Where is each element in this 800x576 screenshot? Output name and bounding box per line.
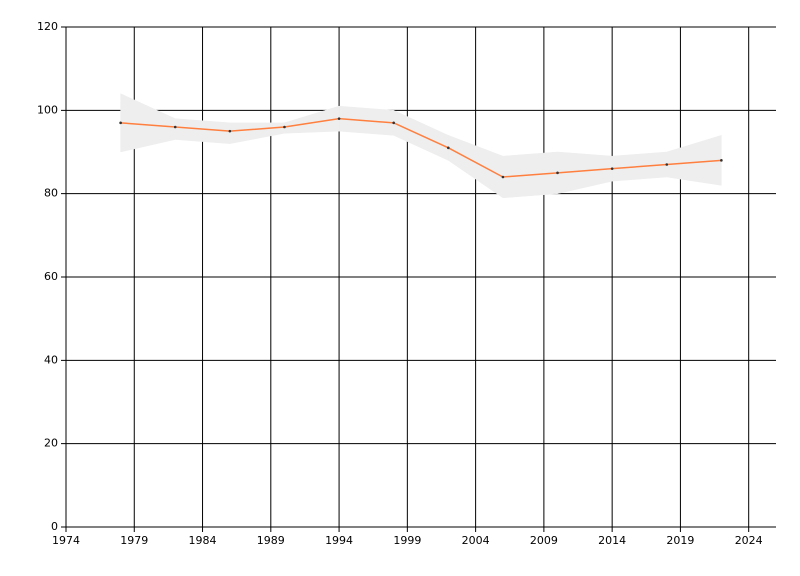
- x-tick-label: 1979: [120, 534, 148, 547]
- y-tick-label: 0: [51, 520, 58, 533]
- point: [720, 159, 723, 162]
- point: [283, 125, 286, 129]
- point: [556, 171, 559, 175]
- y-tick-label: 20: [44, 437, 58, 450]
- point: [610, 167, 614, 170]
- y-tick-label: 80: [44, 187, 58, 200]
- x-tick-label: 1984: [189, 534, 217, 547]
- x-tick-label: 2014: [598, 534, 626, 547]
- x-tick-label: 1994: [325, 534, 353, 547]
- x-tick-label: 2019: [666, 534, 694, 547]
- x-tick-label: 2004: [462, 534, 490, 547]
- x-tick-label: 2009: [530, 534, 558, 547]
- confidence-band: [229, 122, 285, 144]
- x-tick-label: 1989: [257, 534, 285, 547]
- point: [665, 163, 669, 166]
- y-tick-label: 100: [37, 103, 58, 116]
- point: [228, 129, 232, 133]
- x-tick-label: 1974: [52, 534, 80, 547]
- line: [120, 117, 722, 178]
- y-tick-label: 40: [44, 353, 58, 366]
- x-tick-label: 1999: [393, 534, 421, 547]
- point: [119, 121, 122, 125]
- point: [173, 125, 177, 129]
- point: [447, 146, 450, 150]
- point: [392, 121, 395, 125]
- x-tick-label: 2024: [735, 534, 763, 547]
- confidence-band: [666, 134, 722, 186]
- point: [501, 175, 505, 179]
- point: [337, 117, 341, 120]
- y-tick-label: 120: [37, 20, 58, 33]
- y-tick-label: 60: [44, 270, 58, 283]
